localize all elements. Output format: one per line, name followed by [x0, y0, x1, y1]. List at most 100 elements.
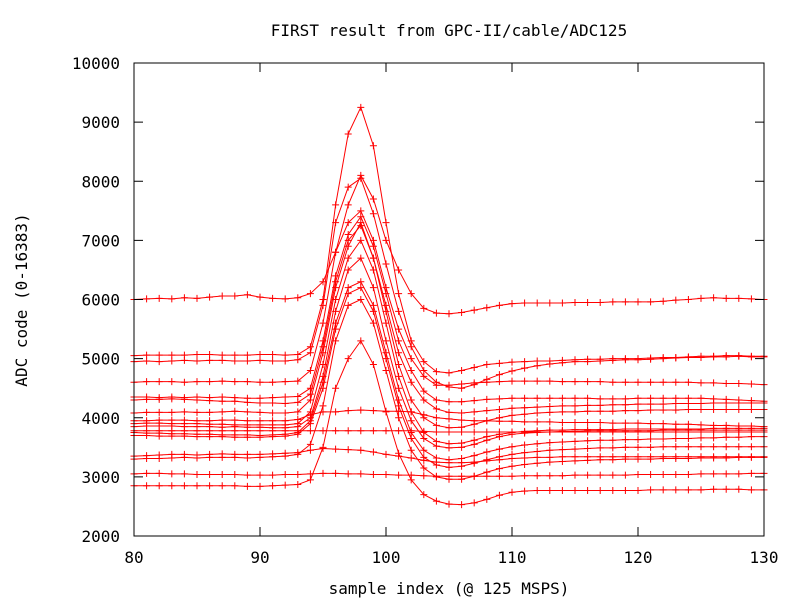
data-point	[218, 408, 226, 416]
data-point	[659, 394, 667, 402]
data-point	[735, 470, 743, 478]
data-point	[155, 432, 163, 440]
data-point	[432, 309, 440, 317]
data-point	[269, 350, 277, 358]
data-point	[357, 219, 365, 227]
data-point	[193, 357, 201, 365]
data-point	[357, 427, 365, 435]
data-point	[722, 399, 730, 407]
data-point	[319, 384, 327, 392]
data-point	[571, 402, 579, 410]
data-point	[319, 343, 327, 351]
y-tick-label: 5000	[81, 350, 120, 369]
data-point	[710, 294, 718, 302]
data-point	[306, 408, 314, 416]
data-point	[382, 301, 390, 309]
data-point	[420, 372, 428, 380]
data-point	[369, 266, 377, 274]
data-point	[722, 379, 730, 387]
data-point	[420, 358, 428, 366]
data-point	[294, 450, 302, 458]
data-point	[382, 471, 390, 479]
data-point	[420, 434, 428, 442]
data-point	[155, 294, 163, 302]
data-point	[621, 395, 629, 403]
data-point	[256, 293, 264, 301]
data-point	[243, 357, 251, 365]
y-tick-label: 7000	[81, 231, 120, 250]
data-point	[697, 379, 705, 387]
data-point	[395, 307, 403, 315]
data-point	[395, 402, 403, 410]
data-point	[344, 290, 352, 298]
data-point	[722, 294, 730, 302]
data-point	[697, 428, 705, 436]
data-point	[659, 355, 667, 363]
data-point	[495, 301, 503, 309]
data-point	[332, 427, 340, 435]
y-tick-label: 10000	[72, 54, 120, 73]
data-point	[344, 446, 352, 454]
data-point	[168, 378, 176, 386]
data-point	[395, 396, 403, 404]
data-point	[533, 428, 541, 436]
data-point	[470, 440, 478, 448]
data-point	[558, 408, 566, 416]
data-point	[168, 357, 176, 365]
x-tick-label: 80	[124, 548, 143, 567]
series-5	[130, 213, 768, 406]
data-point	[218, 453, 226, 461]
data-point	[747, 353, 755, 361]
data-point	[206, 397, 214, 405]
data-point	[495, 456, 503, 464]
data-point	[521, 454, 529, 462]
data-point	[357, 296, 365, 303]
data-point	[546, 360, 554, 368]
data-point	[672, 378, 680, 386]
data-point	[243, 408, 251, 416]
data-point	[672, 296, 680, 304]
data-point	[747, 295, 755, 303]
data-point	[533, 472, 541, 480]
data-point	[193, 454, 201, 462]
data-point	[357, 284, 365, 292]
data-point	[508, 455, 516, 463]
data-point	[458, 380, 466, 388]
data-point	[206, 378, 214, 386]
data-point	[369, 284, 377, 292]
data-point	[533, 409, 541, 417]
data-point	[521, 487, 529, 495]
data-point	[533, 403, 541, 411]
data-point	[294, 398, 302, 406]
data-point	[697, 443, 705, 451]
data-point	[432, 428, 440, 436]
data-point	[269, 409, 277, 417]
data-point	[621, 486, 629, 494]
data-point	[357, 446, 365, 454]
data-point	[369, 361, 377, 369]
data-point	[558, 438, 566, 446]
data-point	[382, 337, 390, 345]
data-point	[256, 433, 264, 441]
data-point	[684, 353, 692, 361]
data-point	[495, 472, 503, 480]
data-point	[697, 353, 705, 361]
data-point	[722, 405, 730, 413]
data-point	[382, 236, 390, 244]
data-point	[369, 448, 377, 456]
data-point	[621, 428, 629, 436]
series-17	[130, 337, 768, 509]
data-point	[369, 407, 377, 415]
data-point	[445, 310, 453, 318]
data-point	[281, 481, 289, 489]
data-point	[508, 417, 516, 425]
y-axis-label: ADC code (0-16383)	[12, 213, 31, 386]
data-point	[294, 392, 302, 400]
x-axis-label: sample index (@ 125 MSPS)	[329, 579, 570, 598]
data-point	[168, 351, 176, 359]
data-point	[382, 427, 390, 435]
data-point	[357, 254, 365, 262]
data-point	[634, 407, 642, 415]
data-point	[609, 401, 617, 409]
data-point	[458, 428, 466, 436]
